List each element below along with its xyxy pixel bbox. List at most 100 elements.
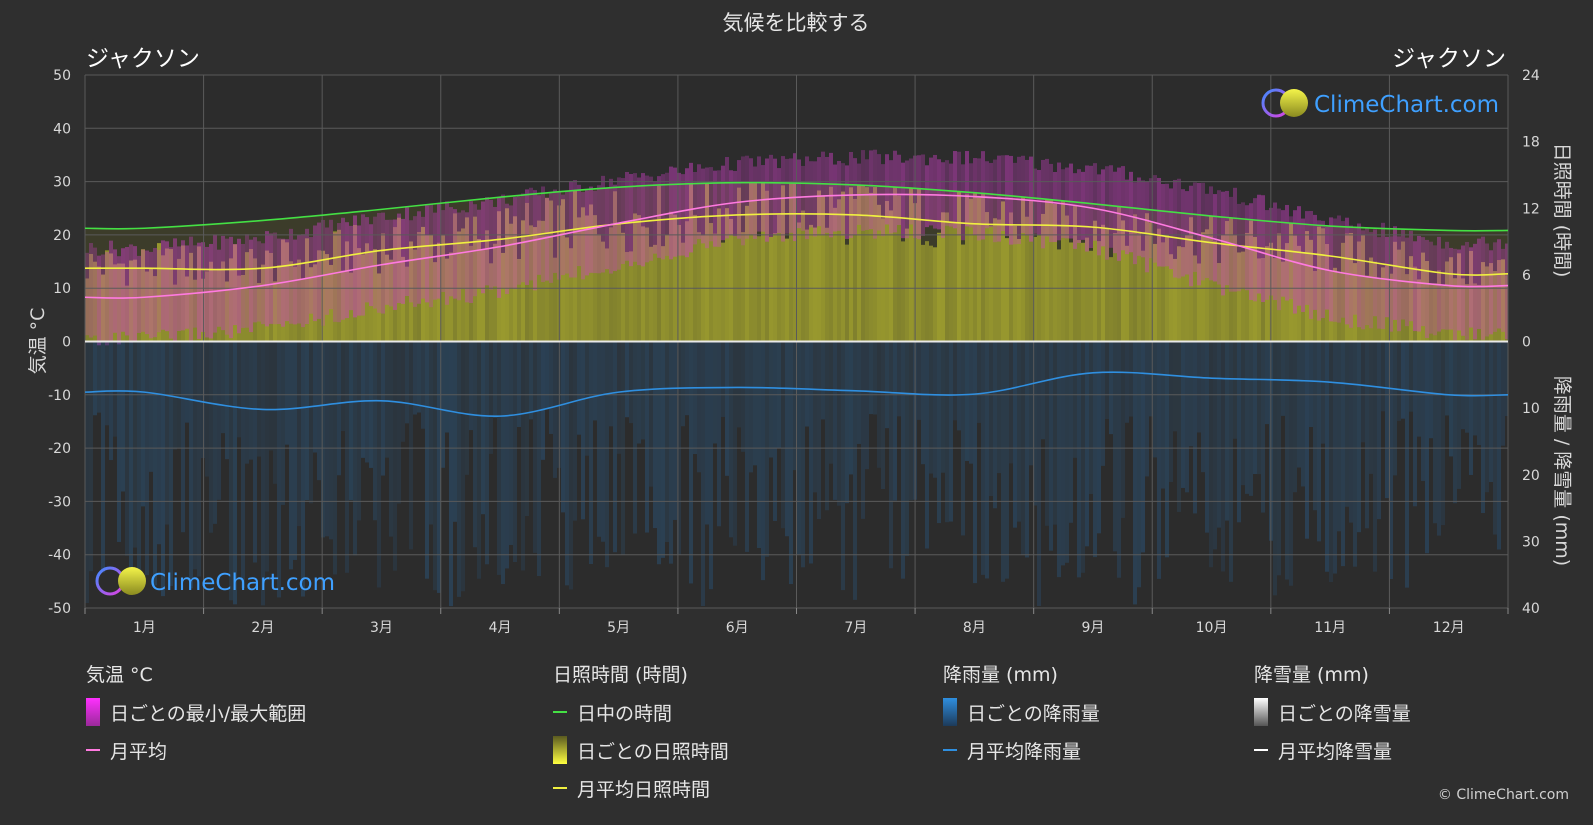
sunshine-bar xyxy=(1177,246,1181,342)
rain-bar xyxy=(1001,341,1005,582)
rain-bar xyxy=(1153,341,1157,458)
right-location-label: ジャクソン xyxy=(1392,46,1506,72)
sunshine-bar xyxy=(461,228,465,342)
temperature-range-bar xyxy=(1325,226,1329,310)
daylight-bar xyxy=(257,220,261,342)
temperature-range-bar xyxy=(1429,241,1433,334)
sunshine-bar xyxy=(1181,247,1185,342)
sunshine-bar xyxy=(1077,240,1081,342)
temperature-range-bar xyxy=(1317,220,1321,321)
sunshine-bar xyxy=(981,193,985,342)
rain-bar xyxy=(421,341,425,429)
left-axis-label: 気温 °C xyxy=(27,308,49,375)
rain-bar xyxy=(1329,341,1333,582)
sunshine-bar xyxy=(1125,245,1129,342)
rain-bar xyxy=(1449,341,1453,457)
month-tick-label: 3月 xyxy=(370,620,393,636)
rain-bar xyxy=(617,341,621,454)
temperature-range-bar xyxy=(953,151,957,229)
left-tick-label: -50 xyxy=(48,601,71,617)
rain-bar xyxy=(1025,341,1029,558)
rain-bar xyxy=(685,341,689,416)
temperature-range-bar xyxy=(985,161,989,229)
temperature-range-bar xyxy=(885,154,889,225)
rain-bar xyxy=(665,341,669,542)
temperature-range-bar xyxy=(265,231,269,327)
sunshine-bar xyxy=(1153,243,1157,342)
temperature-range-bar xyxy=(653,181,657,254)
sunshine-bar xyxy=(1397,249,1401,342)
rain-bar xyxy=(1305,341,1309,539)
sunshine-bar xyxy=(397,217,401,342)
rain-bar xyxy=(1129,341,1133,417)
temperature-range-bar xyxy=(241,243,245,328)
sunshine-bar xyxy=(917,188,921,342)
rain-daily-area xyxy=(85,341,1508,607)
temperature-range-bar xyxy=(233,244,237,326)
rain-bar xyxy=(1113,341,1117,552)
rain-bar xyxy=(1209,341,1213,568)
sunshine-bar xyxy=(685,221,689,342)
rain-bar xyxy=(881,341,885,490)
temperature-range-bar xyxy=(1013,162,1017,245)
rain-bar xyxy=(417,341,421,413)
rain-bar xyxy=(809,341,813,564)
temperature-range-bar xyxy=(185,245,189,329)
rain-bar xyxy=(849,341,853,475)
sunshine-bar xyxy=(1497,260,1501,342)
rain-bar xyxy=(361,341,365,458)
rain-bar xyxy=(1453,341,1457,504)
temperature-range-bar xyxy=(881,164,885,237)
rain-bar xyxy=(1005,341,1009,579)
sunshine-bar xyxy=(357,248,361,342)
sunshine-bar xyxy=(269,252,273,342)
rain-bar xyxy=(253,341,257,563)
rain-bar xyxy=(1225,341,1229,521)
rain-bar xyxy=(1213,341,1217,550)
rain-bar xyxy=(1009,341,1013,464)
sunshine-bar xyxy=(857,185,861,342)
rain-bar xyxy=(105,341,109,426)
sunshine-bar xyxy=(741,232,745,342)
rain-bar xyxy=(1141,341,1145,553)
sunshine-bar xyxy=(373,249,377,342)
rain-bar xyxy=(257,341,261,457)
rain-bar xyxy=(1253,341,1257,474)
rain-bar xyxy=(197,341,201,577)
sunshine-bar xyxy=(1337,272,1341,342)
sunshine-bar xyxy=(777,214,781,342)
rain-bar xyxy=(1285,341,1289,580)
temperature-range-bar xyxy=(801,165,805,231)
temperature-range-bar xyxy=(293,239,297,325)
rain-bar xyxy=(489,341,493,454)
rain-bar xyxy=(657,341,661,565)
temperature-range-bar xyxy=(713,170,717,247)
rain-bar xyxy=(681,341,685,427)
rain-avg-swatch xyxy=(943,749,957,751)
sunshine-bar xyxy=(1393,241,1397,342)
temperature-range-bar xyxy=(173,238,177,341)
temperature-range-bar xyxy=(197,242,201,339)
temperature-range-bar xyxy=(377,212,381,313)
temperature-range-bar xyxy=(1097,174,1101,256)
rain-bar xyxy=(813,341,817,493)
rain-bar xyxy=(885,341,889,429)
temperature-range-bar xyxy=(1333,218,1337,322)
legend-temperature: 気温 °C 日ごとの最小/最大範囲 月平均 xyxy=(86,660,306,776)
sunshine-bar xyxy=(501,252,505,342)
sunshine-bar xyxy=(997,219,1001,342)
temperature-range-bar xyxy=(1193,182,1197,272)
temperature-range-bar xyxy=(141,249,145,332)
rain-bar xyxy=(841,341,845,591)
sunshine-bar xyxy=(629,251,633,342)
temperature-range-bar xyxy=(753,166,757,239)
daylight-bar xyxy=(125,228,129,342)
temperature-range-bar xyxy=(1073,173,1077,249)
temperature-avg-line xyxy=(85,193,1508,299)
legend-item: 日ごとの日照時間 xyxy=(553,736,729,764)
rain-bar xyxy=(997,341,1001,474)
temperature-range-bar xyxy=(1105,166,1109,260)
rain-bar xyxy=(153,341,157,586)
rain-bar xyxy=(893,341,897,501)
rain-bar xyxy=(761,341,765,581)
